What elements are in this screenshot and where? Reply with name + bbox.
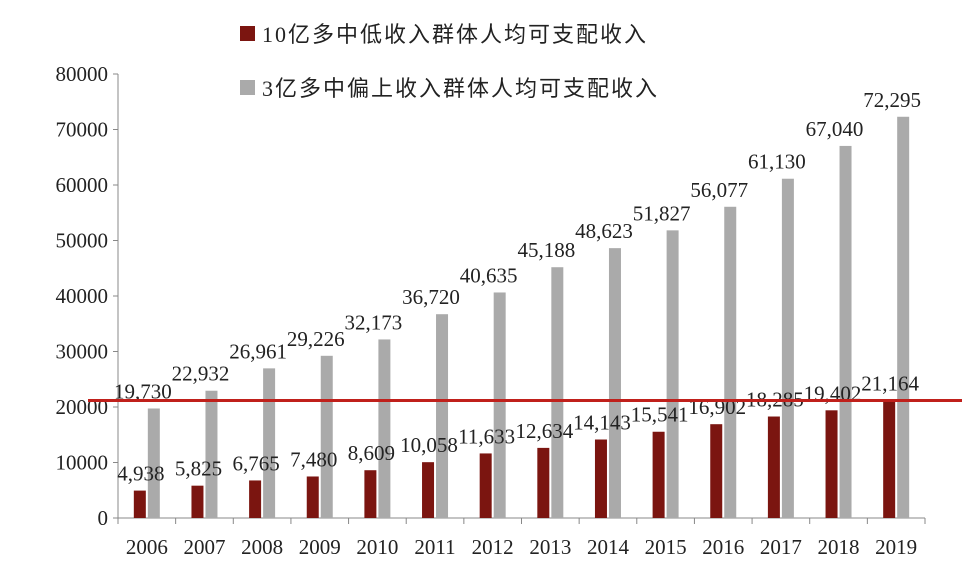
y-tick-label: 40000: [56, 284, 109, 308]
bar-upper-income: [493, 292, 506, 518]
data-label-low-income: 8,609: [348, 441, 395, 465]
bar-low-income: [306, 476, 319, 518]
data-label-upper-income: 45,188: [517, 238, 575, 262]
y-tick-label: 80000: [56, 62, 109, 86]
data-label-upper-income: 67,040: [806, 117, 864, 141]
bar-upper-income: [781, 178, 794, 518]
y-tick-label: 10000: [56, 451, 109, 475]
bar-low-income: [537, 447, 550, 518]
data-label-upper-income: 56,077: [690, 178, 748, 202]
y-tick-label: 70000: [56, 118, 109, 142]
data-label-upper-income: 36,720: [402, 285, 460, 309]
data-label-low-income: 11,633: [458, 424, 515, 448]
bar-upper-income: [205, 390, 218, 518]
data-label-low-income: 4,938: [117, 462, 164, 486]
data-label-low-income: 6,765: [232, 451, 279, 475]
x-tick-label: 2016: [702, 535, 744, 559]
bar-upper-income: [551, 267, 564, 518]
y-tick-label: 0: [98, 506, 109, 530]
legend-label: 3亿多中偏上收入群体人均可支配收入: [262, 76, 659, 101]
data-label-upper-income: 61,130: [748, 150, 806, 174]
bar-low-income: [767, 416, 780, 518]
data-label-low-income: 10,058: [400, 433, 458, 457]
bar-low-income: [825, 410, 838, 518]
bar-upper-income: [839, 145, 852, 519]
x-tick-label: 2019: [875, 535, 917, 559]
bar-low-income: [652, 431, 665, 518]
y-tick-label: 20000: [56, 395, 109, 419]
bar-low-income: [364, 470, 377, 518]
data-label-low-income: 14,143: [573, 411, 631, 435]
x-tick-label: 2015: [645, 535, 687, 559]
x-tick-label: 2008: [241, 535, 283, 559]
bar-low-income: [594, 439, 607, 518]
bar-low-income: [191, 485, 204, 518]
data-label-upper-income: 22,932: [172, 362, 230, 386]
data-label-upper-income: 51,827: [633, 201, 691, 225]
bar-low-income: [133, 490, 146, 518]
data-label-upper-income: 29,226: [287, 327, 345, 351]
data-label-low-income: 12,634: [515, 419, 573, 443]
bar-low-income: [710, 424, 723, 518]
axes: 0 10000 20000 30000 40000 50000 60000 70000 8000…: [56, 62, 926, 559]
data-label-upper-income: 26,961: [229, 339, 287, 363]
x-tick-label: 2011: [414, 535, 455, 559]
data-label-upper-income: 32,173: [345, 310, 403, 334]
legend-swatch: [240, 26, 255, 41]
bar-upper-income: [724, 206, 737, 518]
bars: [133, 116, 910, 519]
bar-low-income: [422, 462, 435, 518]
data-label-upper-income: 72,295: [863, 88, 921, 112]
data-label-low-income: 5,825: [175, 457, 222, 481]
x-tick-label: 2009: [299, 535, 341, 559]
y-tick-label: 30000: [56, 340, 109, 364]
bar-upper-income: [897, 116, 910, 518]
bar-upper-income: [378, 339, 391, 518]
bar-upper-income: [436, 314, 449, 518]
bar-upper-income: [263, 368, 276, 518]
x-tick-label: 2010: [356, 535, 398, 559]
bar-upper-income: [666, 230, 679, 518]
x-tick-label: 2017: [760, 535, 802, 559]
legend: 10亿多中低收入群体人均可支配收入 3亿多中偏上收入群体人均可支配收入: [240, 22, 659, 101]
data-label-low-income: 15,541: [631, 403, 689, 427]
x-tick-label: 2014: [587, 535, 630, 559]
bar-low-income: [479, 453, 492, 518]
x-tick-label: 2006: [126, 535, 168, 559]
legend-label: 10亿多中低收入群体人均可支配收入: [262, 22, 648, 47]
legend-swatch: [240, 80, 255, 95]
bar-low-income: [883, 400, 896, 518]
value-labels: 4,93819,7305,82522,9326,76526,9617,48029…: [114, 88, 921, 486]
bar-upper-income: [147, 408, 160, 518]
y-tick-label: 60000: [56, 173, 109, 197]
y-tick-label: 50000: [56, 229, 109, 253]
data-label-low-income: 16,902: [688, 395, 746, 419]
data-label-low-income: 7,480: [290, 447, 337, 471]
bar-upper-income: [608, 248, 621, 519]
x-tick-label: 2018: [818, 535, 860, 559]
data-label-upper-income: 48,623: [575, 219, 633, 243]
bar-upper-income: [320, 355, 333, 518]
x-tick-label: 2013: [529, 535, 571, 559]
data-label-upper-income: 40,635: [460, 263, 518, 287]
x-tick-label: 2012: [472, 535, 514, 559]
x-tick-label: 2007: [183, 535, 225, 559]
data-label-low-income: 21,164: [861, 372, 919, 396]
bar-low-income: [249, 480, 262, 518]
